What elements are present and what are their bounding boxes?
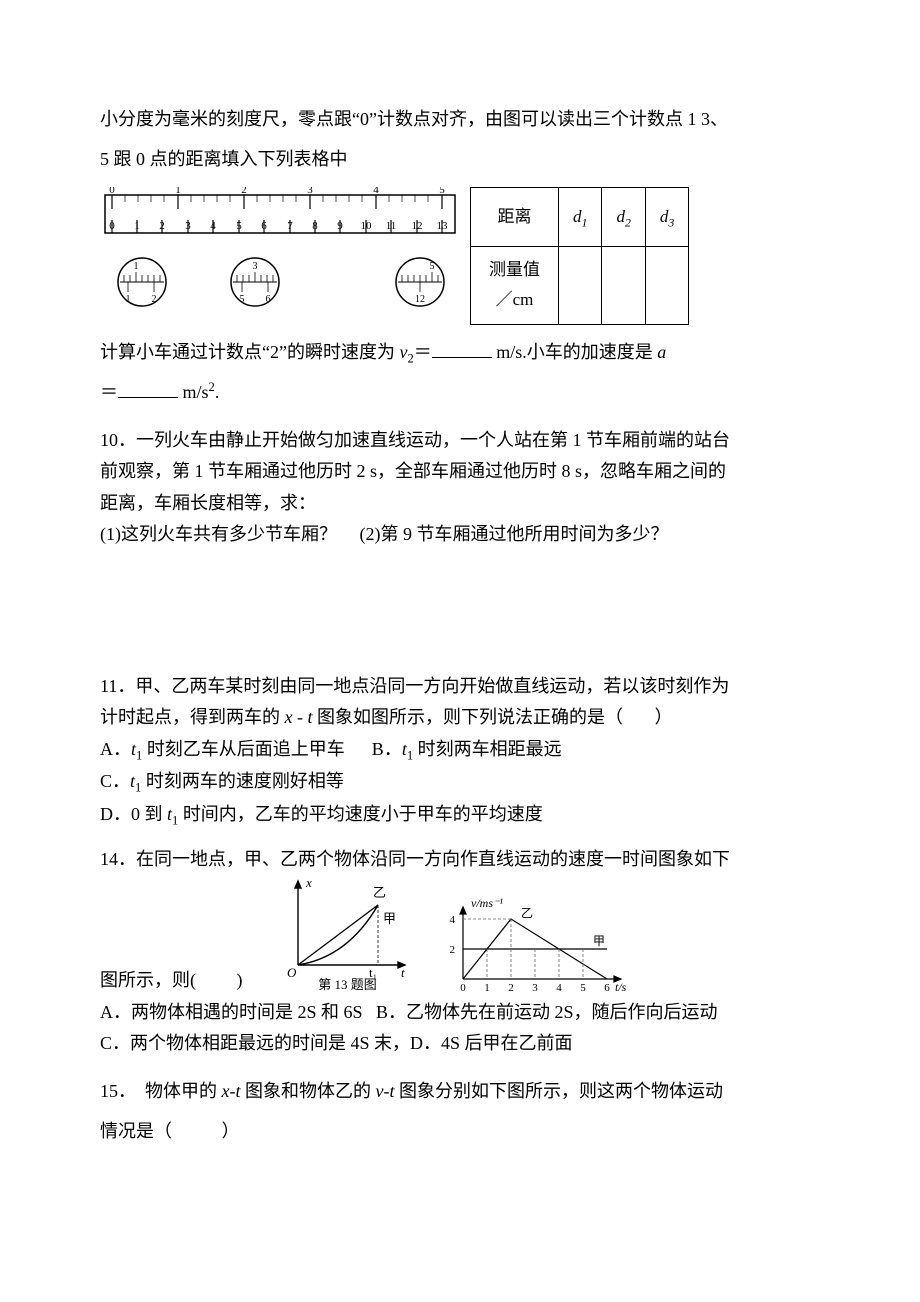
svg-text:5: 5 [236, 220, 242, 232]
q15-l1: 15． 物体甲的 x-t 图象和物体乙的 v-t 图象分别如下图所示，则这两个物… [100, 1072, 820, 1112]
svg-text:t: t [401, 965, 405, 980]
svg-text:5: 5 [430, 261, 435, 272]
chart-caption: 第 13 题图 [283, 974, 413, 997]
q10-l2: 前观察，第 1 节车厢通过他历时 2 s，全部车厢通过他历时 8 s，忽略车厢之… [100, 456, 820, 488]
q10-l1: 10．一列火车由静止开始做匀加速直线运动，一个人站在第 1 节车厢前端的站台 [100, 425, 820, 457]
q11-l2: 计时起点，得到两车的 x - t 图象如图所示，则下列说法正确的是（ ） [100, 702, 820, 734]
svg-text:1: 1 [134, 261, 139, 272]
svg-text:1: 1 [134, 220, 140, 232]
svg-text:2: 2 [152, 294, 157, 305]
table-header-label: 距离 [471, 188, 559, 247]
svg-text:甲: 甲 [383, 911, 396, 926]
svg-text:6: 6 [261, 220, 267, 232]
svg-text:x: x [305, 875, 312, 890]
svg-text:12: 12 [415, 294, 425, 305]
q14-l2: 图所示，则( ) [100, 965, 243, 997]
svg-text:0: 0 [109, 220, 115, 232]
svg-text:4: 4 [449, 914, 455, 926]
svg-text:12: 12 [412, 220, 423, 232]
svg-text:7: 7 [287, 220, 293, 232]
q10: 10．一列火车由静止开始做匀加速直线运动，一个人站在第 1 节车厢前端的站台 前… [100, 425, 820, 551]
svg-text:0: 0 [460, 982, 466, 994]
svg-text:2: 2 [508, 982, 514, 994]
svg-text:2: 2 [159, 220, 165, 232]
svg-text:甲: 甲 [593, 934, 605, 948]
q11-optD: D．0 到 t1 时间内，乙车的平均速度小于甲车的平均速度 [100, 799, 820, 832]
svg-text:O: O [287, 965, 297, 980]
svg-text:3: 3 [185, 220, 191, 232]
q11-optC: C．t1 时刻两车的速度刚好相等 [100, 766, 820, 799]
table-d1: d1 [559, 188, 602, 247]
ruler-and-table: 0 1 2 3 4 5 [100, 187, 820, 325]
svg-text:3: 3 [532, 982, 538, 994]
q10-l3: 距离，车厢长度相等，求： [100, 488, 820, 520]
q14-optA: A．两物体相遇的时间是 2S 和 6S B．乙物体先在前运动 2S，随后作向后运… [100, 997, 820, 1029]
q14-l1: 14．在同一地点，甲、乙两个物体沿同一方向作直线运动的速度一时间图象如下 [100, 844, 820, 876]
svg-text:t/s: t/s [615, 980, 627, 994]
table-d2: d2 [602, 188, 645, 247]
svg-text:11: 11 [386, 220, 397, 232]
svg-text:4: 4 [210, 220, 216, 232]
svg-text:5: 5 [580, 982, 586, 994]
svg-text:5: 5 [439, 187, 445, 196]
svg-text:2: 2 [449, 944, 455, 956]
svg-text:乙: 乙 [521, 906, 533, 920]
data-table: 距离 d1 d2 d3 测量值 ／cm [470, 187, 689, 325]
q14: 14．在同一地点，甲、乙两个物体沿同一方向作直线运动的速度一时间图象如下 图所示… [100, 844, 820, 1060]
intro-line-2: 5 跟 0 点的距离填入下列表格中 [100, 140, 820, 180]
svg-text:0: 0 [109, 187, 115, 196]
svg-text:8: 8 [312, 220, 318, 232]
svg-text:3: 3 [253, 261, 258, 272]
v2-line: 计算小车通过计数点“2”的瞬时速度为 v2＝ m/s.小车的加速度是 a [100, 333, 820, 373]
intro-line-1: 小分度为毫米的刻度尺，零点跟“0”计数点对齐，由图可以读出三个计数点 1 3、 [100, 100, 820, 140]
q11: 11．甲、乙两车某时刻由同一地点沿同一方向开始做直线运动，若以该时刻作为 计时起… [100, 671, 820, 832]
q11-l1: 11．甲、乙两车某时刻由同一地点沿同一方向开始做直线运动，若以该时刻作为 [100, 671, 820, 703]
table-row2-label: 测量值 ／cm [471, 246, 559, 324]
svg-text:4: 4 [556, 982, 562, 994]
table-d3: d3 [645, 188, 688, 247]
ruler-figure: 0 1 2 3 4 5 [100, 187, 460, 317]
table-cell-d3 [645, 246, 688, 324]
q11-optA: A．t1 时刻乙车从后面追上甲车 B．t1 时刻两车相距最远 [100, 734, 820, 767]
svg-text:1: 1 [126, 294, 131, 305]
svg-text:v/ms⁻¹: v/ms⁻¹ [471, 897, 503, 910]
svg-text:13: 13 [437, 220, 449, 232]
svg-text:1: 1 [175, 187, 181, 196]
svg-text:6: 6 [266, 294, 271, 305]
svg-text:1: 1 [484, 982, 490, 994]
svg-text:4: 4 [373, 187, 379, 196]
chart-xt: x t t₁ O 乙 甲 第 13 题图 [283, 875, 413, 997]
table-cell-d2 [602, 246, 645, 324]
q10-l4: (1)这列火车共有多少节车厢？ (2)第 9 节车厢通过他所用时间为多少？ [100, 519, 820, 551]
svg-text:10: 10 [361, 220, 373, 232]
svg-text:9: 9 [337, 220, 343, 232]
q15-l2: 情况是（ ） [100, 1112, 820, 1152]
table-cell-d1 [559, 246, 602, 324]
svg-text:乙: 乙 [373, 885, 386, 900]
chart-vt: 0 1 2 3 4 5 6 2 4 v/ms⁻¹ t/s 乙 甲 [443, 897, 633, 997]
a-line: ＝ m/s2. [100, 373, 820, 413]
svg-text:2: 2 [241, 187, 247, 196]
svg-text:5: 5 [240, 294, 245, 305]
q15: 15． 物体甲的 x-t 图象和物体乙的 v-t 图象分别如下图所示，则这两个物… [100, 1072, 820, 1151]
ruler-svg: 0 1 2 3 4 5 [100, 187, 460, 317]
svg-text:3: 3 [307, 187, 313, 196]
q14-optC: C．两个物体相距最远的时间是 4S 末，D．4S 后甲在乙前面 [100, 1028, 820, 1060]
svg-text:6: 6 [604, 982, 610, 994]
